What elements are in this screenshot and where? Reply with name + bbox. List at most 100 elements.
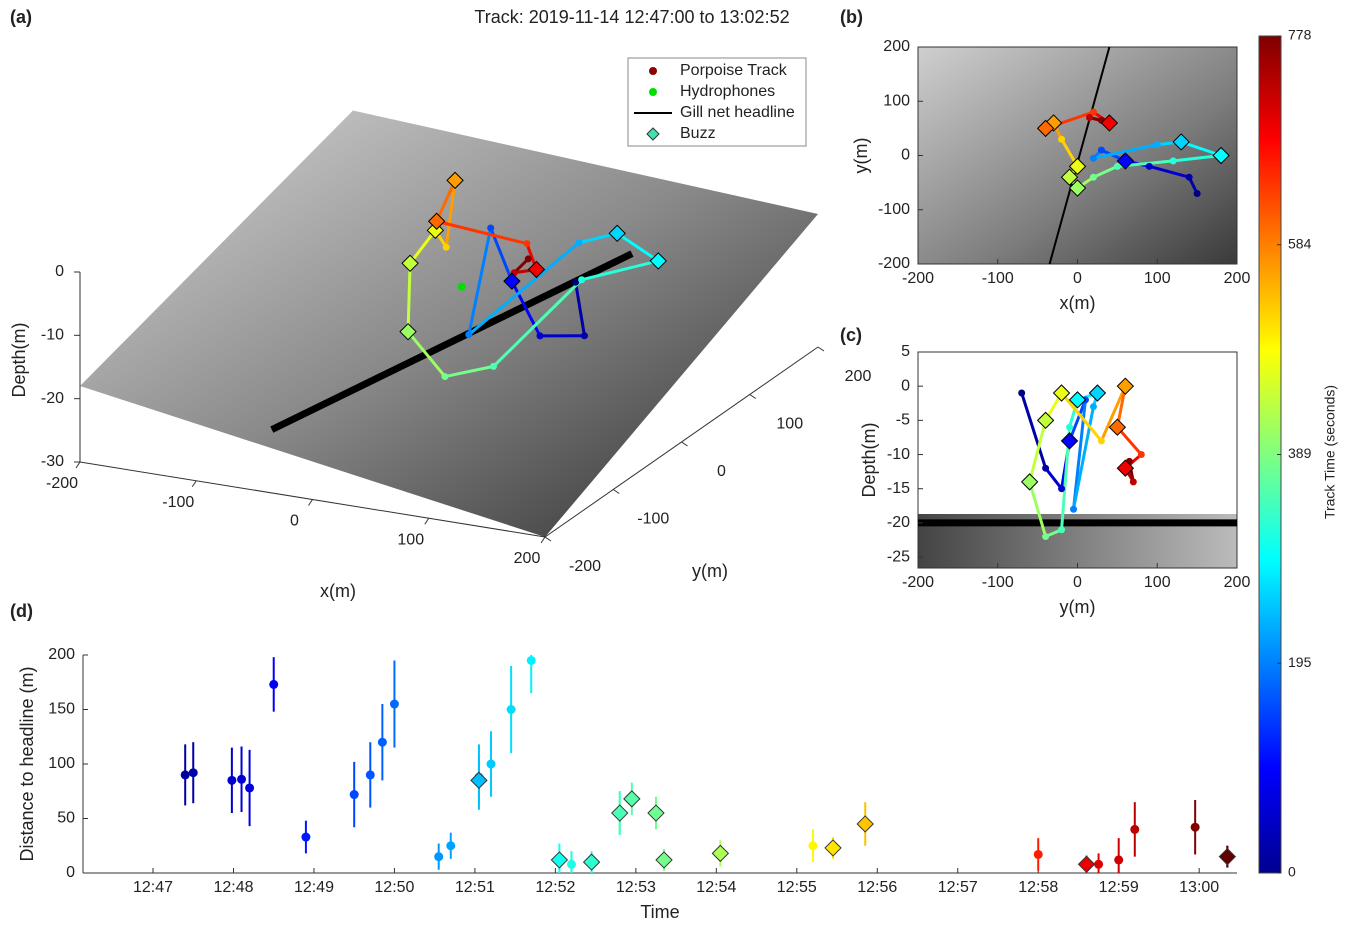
buzz-marker xyxy=(825,840,841,856)
buzz-marker xyxy=(648,805,664,821)
track-segment xyxy=(1046,468,1062,489)
seabed-surface xyxy=(80,111,818,538)
point xyxy=(390,700,399,709)
x-tick-label: 12:47 xyxy=(133,879,173,896)
track-point xyxy=(1154,141,1161,148)
track-point xyxy=(1086,114,1093,121)
track-point xyxy=(523,240,530,247)
y-axis-label: Depth(m) xyxy=(859,422,879,497)
track-point xyxy=(1098,147,1105,154)
z-tick-label: -20 xyxy=(41,390,64,407)
track-point xyxy=(1186,174,1193,181)
figure-title: Track: 2019-11-14 12:47:00 to 13:02:52 xyxy=(474,7,789,27)
y-tick-label: -100 xyxy=(637,511,669,528)
buzz-marker xyxy=(624,791,640,807)
track-point xyxy=(1070,506,1077,513)
legend-swatch xyxy=(649,67,657,75)
track-point xyxy=(1194,190,1201,197)
x-tick-label: 12:51 xyxy=(455,879,495,896)
track-point xyxy=(1090,403,1097,410)
x-tick-label: -200 xyxy=(902,270,934,287)
buzz-marker xyxy=(1219,849,1235,865)
x-tick-label: 12:59 xyxy=(1099,879,1139,896)
track-point xyxy=(1058,485,1065,492)
buzz-marker xyxy=(1062,433,1078,449)
x-tick xyxy=(192,481,196,487)
point xyxy=(808,841,817,850)
legend-swatch xyxy=(649,88,657,96)
z-axis-label: Depth(m) xyxy=(9,322,29,397)
y-tick xyxy=(545,537,551,541)
y-tick-label: -15 xyxy=(887,480,910,497)
point xyxy=(1094,860,1103,869)
track-point xyxy=(1042,465,1049,472)
x-tick-label: -100 xyxy=(982,270,1014,287)
point xyxy=(527,656,536,665)
x-tick-label: 200 xyxy=(514,550,541,567)
point xyxy=(1191,823,1200,832)
buzz-marker xyxy=(471,772,487,788)
y-tick-label: -5 xyxy=(896,412,910,429)
track-point xyxy=(575,239,582,246)
point xyxy=(269,680,278,689)
colorbar-tick-label: 778 xyxy=(1288,27,1312,43)
x-tick-label: 200 xyxy=(1224,574,1251,591)
x-tick-label: 0 xyxy=(1073,574,1082,591)
track-point xyxy=(1018,390,1025,397)
track-point xyxy=(1090,174,1097,181)
x-tick-label: 12:50 xyxy=(374,879,414,896)
x-tick-label: 12:54 xyxy=(696,879,736,896)
point xyxy=(1034,850,1043,859)
colorbar-tick-label: 195 xyxy=(1288,654,1312,670)
y-tick-label: 150 xyxy=(48,701,75,718)
track-point xyxy=(572,279,579,286)
track-point xyxy=(1170,157,1177,164)
x-axis-label: Time xyxy=(640,902,679,922)
x-axis-label: x(m) xyxy=(1060,293,1096,313)
y-tick-label: -20 xyxy=(887,514,910,531)
buzz-marker xyxy=(712,845,728,861)
x-tick-label: 13:00 xyxy=(1179,879,1219,896)
track-point xyxy=(1098,437,1105,444)
bathymetry-map xyxy=(918,47,1237,264)
buzz-marker xyxy=(1079,856,1095,872)
y-tick-label: 100 xyxy=(776,416,803,433)
x-tick-label: 0 xyxy=(290,513,299,530)
x-tick xyxy=(309,500,313,506)
x-tick-label: 12:56 xyxy=(857,879,897,896)
y-tick-label: 200 xyxy=(845,368,872,385)
buzz-marker xyxy=(656,852,672,868)
x-tick-label: 100 xyxy=(397,531,424,548)
track-segment xyxy=(408,263,410,331)
legend-label: Porpoise Track xyxy=(680,62,788,79)
x-axis-label: y(m) xyxy=(1060,597,1096,617)
point xyxy=(446,841,455,850)
y-tick xyxy=(750,395,756,399)
point xyxy=(487,760,496,769)
buzz-marker xyxy=(551,852,567,868)
point xyxy=(507,705,516,714)
x-tick xyxy=(425,518,429,524)
colorbar-tick-label: 389 xyxy=(1288,445,1312,461)
track-point xyxy=(578,276,585,283)
hydrophone xyxy=(458,283,466,291)
y-tick-label: -10 xyxy=(887,446,910,463)
panel-label: (d) xyxy=(10,601,33,621)
x-tick-label: -200 xyxy=(46,475,78,492)
y-tick-label: 50 xyxy=(57,810,75,827)
x-tick-label: 12:53 xyxy=(616,879,656,896)
point xyxy=(237,775,246,784)
x-tick-label: 100 xyxy=(1144,574,1171,591)
y-tick xyxy=(818,347,824,351)
legend-label: Hydrophones xyxy=(680,83,775,100)
buzz-marker xyxy=(1022,474,1038,490)
point xyxy=(189,768,198,777)
x-tick-label: 12:52 xyxy=(535,879,575,896)
track-point xyxy=(1058,136,1065,143)
y-tick-label: -25 xyxy=(887,548,910,565)
track-point xyxy=(487,225,494,232)
y-tick-label: 5 xyxy=(901,343,910,360)
point xyxy=(227,776,236,785)
track-point xyxy=(441,373,448,380)
x-tick-label: -100 xyxy=(982,574,1014,591)
